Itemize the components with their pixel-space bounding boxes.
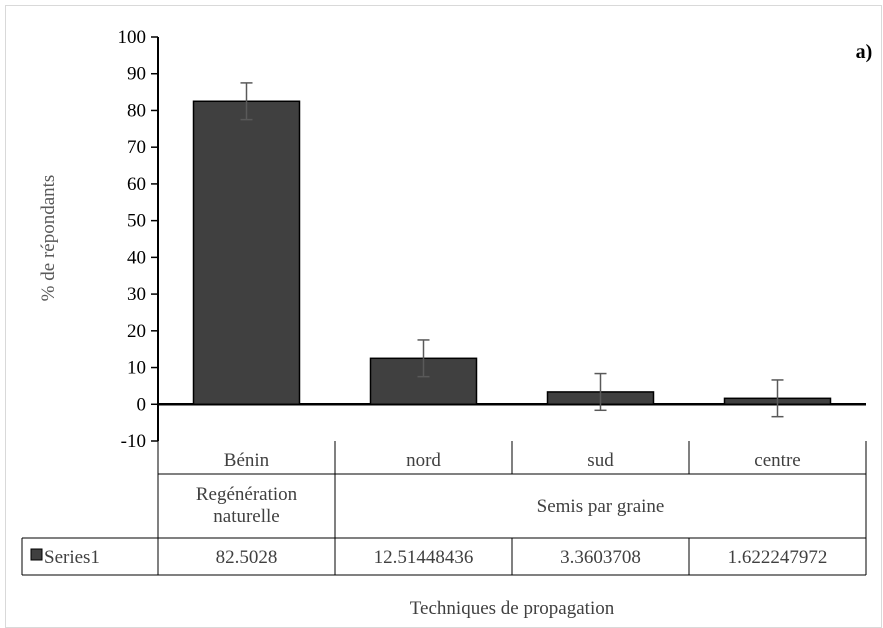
group-label: Regénération naturelle [196, 484, 298, 527]
y-tick-label: 100 [118, 27, 147, 48]
data-table: Bénin nord sud centre Regénération naturelle S… [21, 441, 867, 576]
y-tick-label: 0 [137, 394, 147, 415]
error-bars [240, 82, 784, 418]
y-tick-label: 40 [127, 247, 146, 268]
x-tick-label: sud [587, 450, 614, 471]
y-tick-label: -10 [121, 431, 146, 452]
x-axis-title: Techniques de propagation [410, 598, 615, 619]
y-tick-label: 80 [127, 100, 146, 121]
data-table-value: 12.51448436 [374, 547, 474, 568]
x-tick-label: centre [754, 450, 800, 471]
legend-label: Series1 [44, 547, 100, 568]
chart-border [5, 5, 882, 628]
data-table-value: 82.5028 [216, 547, 278, 568]
group-label: Semis par graine [537, 496, 665, 517]
panel-label: a) [856, 41, 873, 63]
bars [192, 100, 832, 406]
y-tick-label: 50 [127, 211, 146, 232]
bar [192, 100, 301, 406]
x-tick-label: nord [406, 450, 441, 471]
y-axis-label: % de répondants [38, 175, 59, 302]
x-tick-label: Bénin [224, 450, 270, 471]
legend-key [30, 548, 43, 561]
y-tick-label: 20 [127, 321, 146, 342]
y-tick-label: 60 [127, 174, 146, 195]
y-tick-label: 90 [127, 64, 146, 85]
y-tick-label: 30 [127, 284, 146, 305]
data-table-value: 3.3603708 [560, 547, 641, 568]
y-tick-label: 10 [127, 358, 146, 379]
data-table-value: 1.622247972 [728, 547, 828, 568]
y-tick-label: 70 [127, 137, 146, 158]
